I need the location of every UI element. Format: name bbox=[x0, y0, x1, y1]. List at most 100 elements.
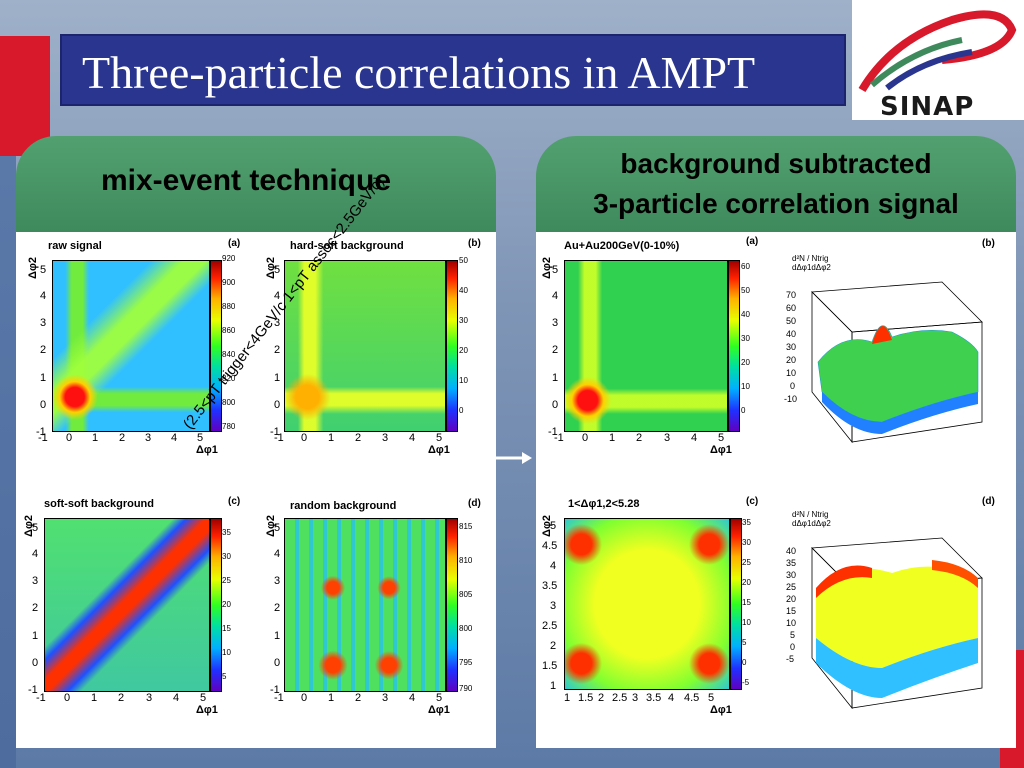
x-tick: 4 bbox=[668, 692, 675, 704]
z-tick: 30 bbox=[786, 342, 797, 352]
y-tick: 2 bbox=[40, 344, 47, 356]
y-tick: 0 bbox=[552, 399, 559, 411]
signal-heatmap bbox=[564, 260, 728, 432]
x-tick: -1 bbox=[274, 432, 284, 444]
y-tick: 3.5 bbox=[542, 580, 558, 592]
cbar-tick: 50 bbox=[741, 286, 750, 295]
y-tick: 3 bbox=[550, 600, 557, 612]
x-tick: 2.5 bbox=[612, 692, 628, 704]
y-tick: 1 bbox=[32, 630, 39, 642]
x-tick: 2 bbox=[598, 692, 605, 704]
plot-tag: (c) bbox=[228, 496, 241, 507]
y-tick: 5 bbox=[274, 522, 281, 534]
surface-plot-b bbox=[811, 281, 983, 444]
x-tick: -1 bbox=[36, 692, 46, 704]
cbar-tick: 30 bbox=[742, 538, 751, 547]
slide-title: Three-particle correlations in AMPT bbox=[82, 47, 756, 98]
plot-tag: (d) bbox=[468, 498, 481, 509]
cbar-tick: 805 bbox=[459, 590, 473, 599]
x-tick: 5 bbox=[708, 692, 715, 704]
cbar-tick: 25 bbox=[222, 576, 231, 585]
z-tick: 0 bbox=[790, 642, 796, 652]
x-tick: 3 bbox=[632, 692, 639, 704]
cbar-tick: 20 bbox=[222, 600, 231, 609]
x-tick: 5 bbox=[200, 692, 207, 704]
x-axis-label: Δφ1 bbox=[428, 704, 450, 716]
z-tick: 50 bbox=[786, 316, 797, 326]
y-tick: 2 bbox=[552, 344, 559, 356]
logo-text: SINAP bbox=[880, 92, 975, 122]
cbar-tick: 40 bbox=[741, 310, 750, 319]
x-tick: 3 bbox=[382, 692, 389, 704]
x-tick: 5 bbox=[436, 432, 443, 444]
z-axis-label: d²N / Ntrig dΔφ1dΔφ2 bbox=[792, 510, 831, 528]
hard-soft-heatmap bbox=[284, 260, 446, 432]
cbar-tick: 800 bbox=[459, 624, 473, 633]
arrow-right-icon bbox=[496, 452, 532, 464]
colorbar bbox=[446, 518, 458, 692]
x-tick: 4 bbox=[173, 692, 180, 704]
cbar-tick: 0 bbox=[742, 658, 747, 667]
z-tick: 35 bbox=[786, 558, 797, 568]
left-panel-heading: mix-event technique bbox=[100, 164, 392, 197]
z-tick: 20 bbox=[786, 594, 797, 604]
plot-tag: (a) bbox=[746, 236, 759, 247]
y-tick: 3 bbox=[274, 317, 281, 329]
y-tick: 3 bbox=[40, 317, 47, 329]
right-panel-header: background subtracted 3-particle correla… bbox=[536, 136, 1016, 232]
y-tick: 0 bbox=[274, 657, 281, 669]
cbar-tick: 800 bbox=[222, 398, 236, 407]
cbar-tick: 35 bbox=[222, 528, 231, 537]
cbar-tick: 790 bbox=[459, 684, 473, 693]
x-tick: 2 bbox=[355, 432, 362, 444]
y-tick: 5 bbox=[550, 520, 557, 532]
y-tick: 5 bbox=[32, 522, 39, 534]
soft-soft-heatmap bbox=[44, 518, 210, 692]
y-tick: 4 bbox=[550, 560, 557, 572]
cbar-tick: 30 bbox=[459, 316, 468, 325]
cbar-tick: 20 bbox=[742, 578, 751, 587]
y-tick: 1 bbox=[274, 372, 281, 384]
z-tick: 15 bbox=[786, 606, 797, 616]
colorbar bbox=[210, 260, 222, 432]
plot-title: hard-soft background bbox=[290, 240, 404, 252]
cbar-tick: -5 bbox=[742, 678, 750, 687]
plot-tag: (d) bbox=[982, 496, 995, 507]
y-tick: 2 bbox=[274, 344, 281, 356]
cbar-tick: 780 bbox=[222, 422, 236, 431]
right-panel-heading-line1: background subtracted bbox=[620, 148, 932, 179]
z-axis-label: d²N / Ntrig dΔφ1dΔφ2 bbox=[792, 254, 831, 272]
y-tick: 1 bbox=[552, 372, 559, 384]
plot-title: 1<Δφ1,2<5.28 bbox=[568, 498, 640, 510]
cbar-tick: 30 bbox=[222, 552, 231, 561]
x-tick: -1 bbox=[274, 692, 284, 704]
cbar-tick: 795 bbox=[459, 658, 473, 667]
cbar-tick: 0 bbox=[459, 406, 464, 415]
cbar-tick: 20 bbox=[459, 346, 468, 355]
x-tick: 3.5 bbox=[646, 692, 662, 704]
x-tick: -1 bbox=[38, 432, 48, 444]
y-tick: 0 bbox=[40, 399, 47, 411]
x-tick: 4 bbox=[171, 432, 178, 444]
y-axis-label: Δφ2 bbox=[26, 257, 39, 279]
y-tick: 2 bbox=[550, 640, 557, 652]
x-tick: 2 bbox=[636, 432, 643, 444]
cbar-tick: 0 bbox=[741, 406, 746, 415]
z-tick: 10 bbox=[786, 368, 797, 378]
sinap-logo-icon bbox=[858, 10, 1017, 93]
y-tick: 2 bbox=[32, 602, 39, 614]
x-tick: 1.5 bbox=[578, 692, 594, 704]
x-tick: 0 bbox=[301, 432, 308, 444]
x-tick: 2 bbox=[118, 692, 125, 704]
plot-title: Au+Au200GeV(0-10%) bbox=[564, 240, 680, 252]
x-tick: 1 bbox=[91, 692, 98, 704]
x-tick: 2 bbox=[355, 692, 362, 704]
y-tick: 1 bbox=[550, 680, 557, 692]
cbar-tick: 35 bbox=[742, 518, 751, 527]
cbar-tick: 920 bbox=[222, 254, 236, 263]
y-tick: -1 bbox=[28, 684, 38, 696]
cbar-tick: 810 bbox=[459, 556, 473, 565]
x-tick: 1 bbox=[328, 692, 335, 704]
cbar-tick: 900 bbox=[222, 278, 236, 287]
cbar-tick: 40 bbox=[459, 286, 468, 295]
